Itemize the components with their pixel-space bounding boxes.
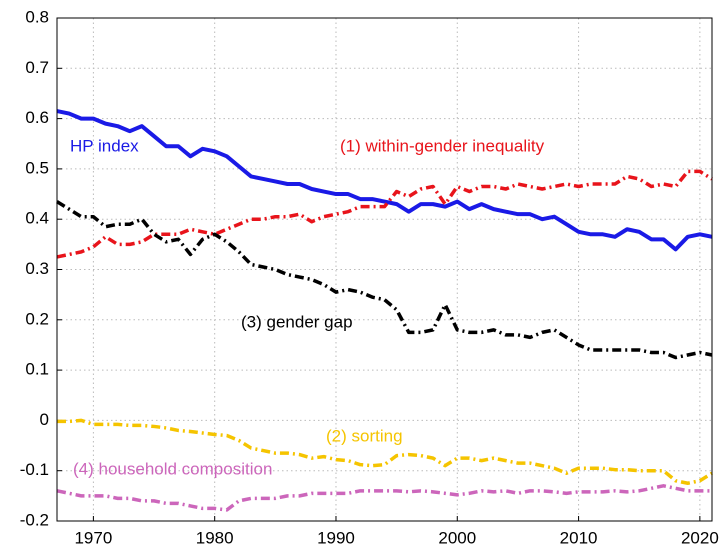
y-tick-label: 0.8 — [25, 7, 49, 26]
series-label: HP index — [70, 136, 139, 155]
series-line — [56, 109, 713, 252]
y-tick-label: -0.1 — [20, 460, 49, 479]
series-label: (4) household composition — [73, 459, 272, 478]
y-tick-label: 0.4 — [25, 209, 49, 228]
series-line — [56, 169, 713, 259]
series-line — [56, 484, 712, 512]
y-tick-label: 0.7 — [25, 58, 49, 77]
x-tick-label: 2010 — [560, 528, 598, 547]
x-tick-label: 1990 — [317, 528, 355, 547]
y-tick-label: 0.5 — [25, 158, 49, 177]
series-label: (2) sorting — [326, 426, 403, 445]
x-tick-label: 2020 — [681, 528, 719, 547]
x-tick-label: 2000 — [438, 528, 476, 547]
series-line — [56, 200, 713, 360]
series-label: (1) within-gender inequality — [340, 136, 545, 155]
x-tick-label: 1980 — [196, 528, 234, 547]
y-tick-label: 0.6 — [25, 108, 49, 127]
y-tick-label: 0 — [40, 410, 49, 429]
plot-frame — [56, 17, 713, 522]
y-tick-label: 0.1 — [25, 360, 49, 379]
y-tick-label: -0.2 — [20, 510, 49, 529]
x-tick-label: 1970 — [74, 528, 112, 547]
y-tick-label: 0.2 — [25, 309, 49, 328]
y-tick-label: 0.3 — [25, 259, 49, 278]
series-label: (3) gender gap — [241, 312, 353, 331]
